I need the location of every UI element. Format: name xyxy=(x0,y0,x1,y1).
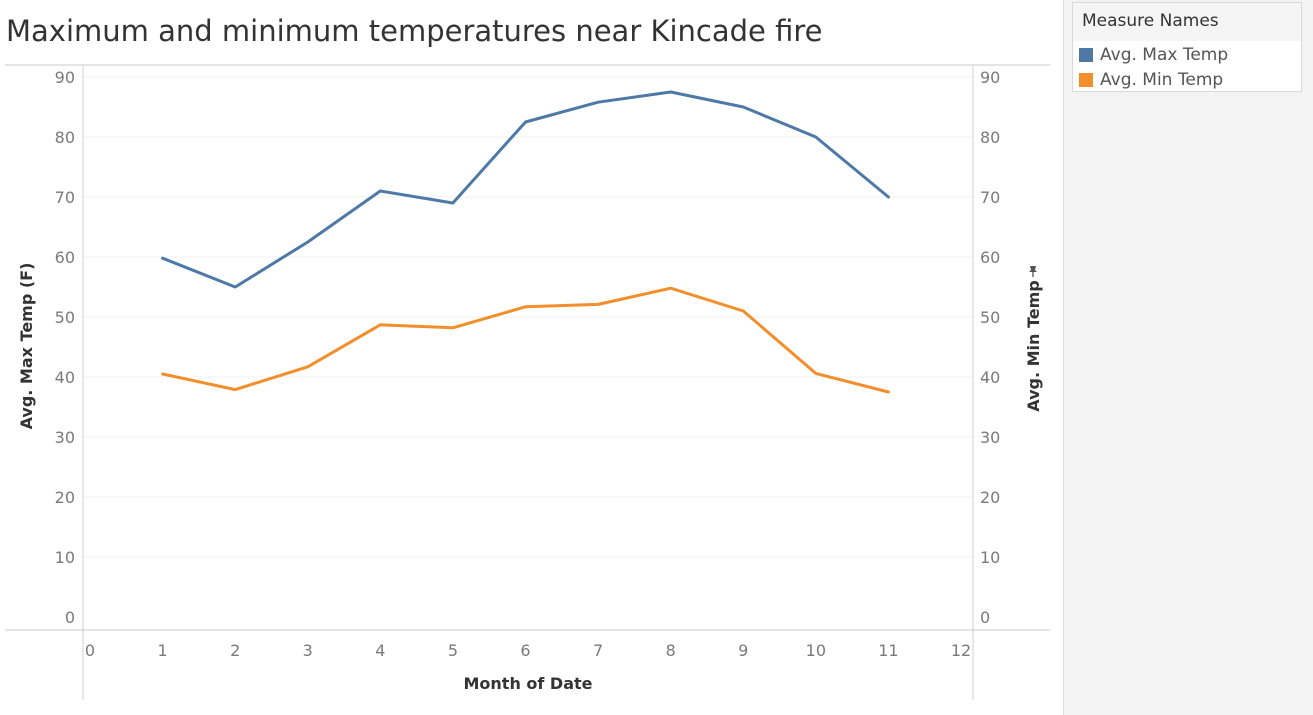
x-axis-ticks: 0 1 2 3 4 5 6 7 8 9 10 11 12 xyxy=(85,641,971,660)
y-axis-right-ticks: 0 10 20 30 40 50 60 70 80 90 xyxy=(980,68,1000,627)
y-left-tick-label-0: 0 xyxy=(65,608,75,627)
y-right-tick-label-9: 90 xyxy=(980,68,1000,87)
x-tick-label-10: 10 xyxy=(806,641,826,660)
y-right-tick-label-5: 50 xyxy=(980,308,1000,327)
y-left-tick-label-6: 60 xyxy=(55,248,75,267)
x-tick-label-0: 0 xyxy=(85,641,95,660)
y-left-tick-label-8: 80 xyxy=(55,128,75,147)
x-tick-label-5: 5 xyxy=(448,641,458,660)
legend-label-min-temp: Avg. Min Temp xyxy=(1100,70,1224,90)
x-tick-label-4: 4 xyxy=(375,641,385,660)
y-axis-left-title: Avg. Max Temp (F) xyxy=(17,263,36,430)
legend: Measure Names Avg. Max Temp Avg. Min Tem… xyxy=(1072,2,1302,92)
gridlines xyxy=(84,76,972,558)
x-tick-label-11: 11 xyxy=(878,641,898,660)
y-left-tick-label-2: 20 xyxy=(55,488,75,507)
x-tick-label-3: 3 xyxy=(303,641,313,660)
legend-swatch-max-temp xyxy=(1079,48,1093,62)
x-tick-label-2: 2 xyxy=(230,641,240,660)
y-left-tick-label-3: 30 xyxy=(55,428,75,447)
x-tick-label-9: 9 xyxy=(738,641,748,660)
x-tick-label-7: 7 xyxy=(593,641,603,660)
y-right-tick-label-0: 0 xyxy=(980,608,990,627)
series-line-1[interactable] xyxy=(161,286,890,394)
x-tick-label-1: 1 xyxy=(157,641,167,660)
y-left-tick-label-1: 10 xyxy=(55,548,75,567)
y-left-tick-label-5: 50 xyxy=(55,308,75,327)
legend-label-max-temp: Avg. Max Temp xyxy=(1100,45,1229,65)
y-right-tick-label-3: 30 xyxy=(980,428,1000,447)
legend-title: Measure Names xyxy=(1073,3,1301,41)
y-right-tick-label-2: 20 xyxy=(980,488,1000,507)
x-tick-label-8: 8 xyxy=(666,641,676,660)
pin-icon[interactable] xyxy=(1029,266,1037,277)
y-left-tick-label-9: 90 xyxy=(55,68,75,87)
y-axis-right-title: Avg. Min Temp xyxy=(1024,280,1043,411)
x-axis-title: Month of Date xyxy=(463,674,592,693)
y-axis-left-ticks: 0 10 20 30 40 50 60 70 80 90 xyxy=(55,68,75,627)
legend-pane xyxy=(1063,0,1313,715)
x-tick-label-6: 6 xyxy=(520,641,530,660)
series-layer xyxy=(161,90,890,394)
y-right-tick-label-7: 70 xyxy=(980,188,1000,207)
y-left-tick-label-4: 40 xyxy=(55,368,75,387)
chart-title: Maximum and minimum temperatures near Ki… xyxy=(6,14,823,48)
legend-swatch-min-temp xyxy=(1079,73,1093,87)
y-left-tick-label-7: 70 xyxy=(55,188,75,207)
x-tick-label-12: 12 xyxy=(951,641,971,660)
y-right-tick-label-6: 60 xyxy=(980,248,1000,267)
y-right-tick-label-1: 10 xyxy=(980,548,1000,567)
y-right-tick-label-8: 80 xyxy=(980,128,1000,147)
series-line-0[interactable] xyxy=(161,90,890,289)
y-right-tick-label-4: 40 xyxy=(980,368,1000,387)
